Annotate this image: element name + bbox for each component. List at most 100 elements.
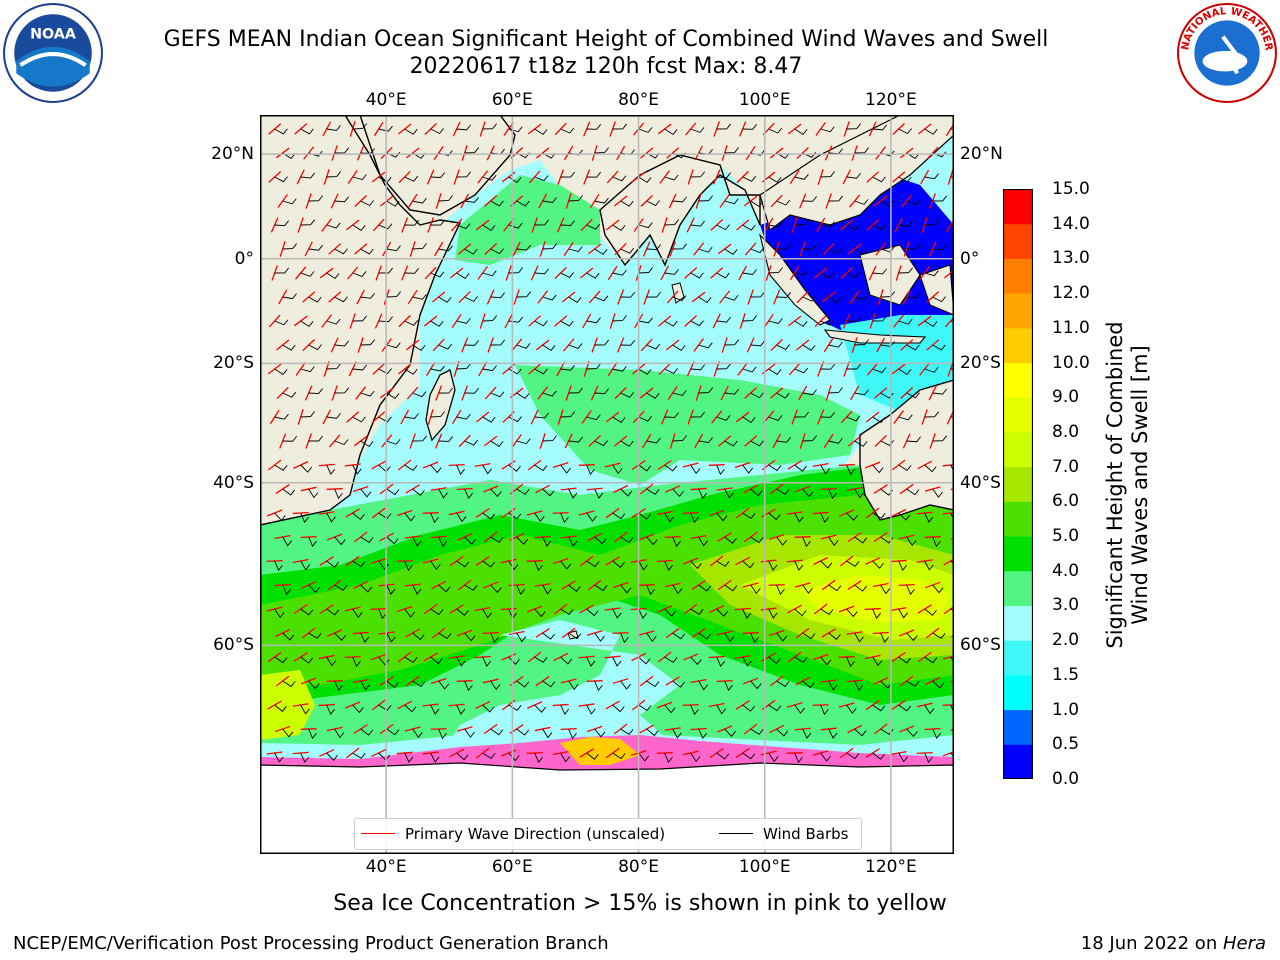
wind-barb — [638, 608, 648, 619]
wave-arrow — [851, 337, 858, 353]
arabian-sea-waves — [455, 175, 600, 265]
wind-barb — [352, 315, 368, 322]
wind-barb — [386, 584, 396, 595]
wind-barb — [482, 416, 496, 423]
wind-barb — [456, 171, 472, 178]
wind-barb — [274, 704, 287, 712]
wave-arrow — [736, 170, 749, 184]
wind-barb — [404, 368, 418, 375]
colorbar-segment — [1003, 744, 1033, 779]
wave-arrow — [690, 727, 707, 731]
wind-barb — [924, 464, 937, 473]
wind-barb — [508, 704, 522, 711]
wave-arrow — [407, 289, 418, 305]
wind-barb — [750, 728, 764, 735]
wave-arrow — [590, 385, 599, 401]
wave-arrow — [326, 533, 343, 541]
wind-barb — [568, 632, 582, 640]
wind-barb — [482, 560, 496, 568]
wind-barb — [386, 392, 400, 400]
wind-barb — [794, 608, 807, 617]
wind-barb — [404, 656, 418, 664]
wind-barb — [560, 220, 576, 226]
wind-barb — [872, 560, 884, 569]
wind-barb — [482, 224, 496, 232]
wind-barb — [386, 342, 401, 349]
wave-arrow — [486, 145, 495, 161]
wind-barb — [690, 560, 702, 570]
wind-barb — [638, 560, 648, 571]
wind-barb — [898, 318, 913, 325]
wave-arrow — [613, 723, 628, 735]
wind-barb — [716, 172, 731, 179]
wind-barb — [768, 656, 781, 665]
wave-arrow — [269, 409, 280, 425]
wave-arrow — [717, 243, 732, 255]
wave-arrow — [604, 655, 621, 659]
wave-arrow — [511, 434, 522, 448]
wind-barb — [516, 291, 532, 298]
wave-arrow — [279, 241, 286, 257]
wind-barb — [482, 704, 495, 713]
wind-barb — [776, 292, 792, 298]
wind-barb — [880, 584, 891, 595]
wind-barb — [750, 440, 764, 447]
wave-arrow — [511, 338, 523, 352]
colorbar-tick: 9.0 — [1052, 387, 1080, 408]
wave-arrow — [405, 339, 420, 351]
wind-barb — [482, 174, 497, 181]
wind-barb — [360, 440, 374, 448]
wind-barb — [334, 632, 346, 641]
wave-arrow — [642, 241, 651, 257]
wind-barb — [612, 123, 628, 130]
wave-arrow — [267, 509, 283, 517]
wave-arrow — [605, 747, 620, 759]
colorbar-tick: 0.0 — [1052, 769, 1080, 789]
wind-barb — [646, 680, 660, 688]
wind-barb — [646, 728, 659, 737]
wind-barb — [300, 656, 313, 664]
wind-barb — [274, 512, 286, 522]
wind-barb — [456, 464, 465, 476]
bottom-lon-label: 120°E — [865, 857, 917, 877]
wind-barb — [620, 728, 634, 736]
wave-arrow — [456, 629, 473, 637]
wave-arrow — [475, 508, 490, 518]
wave-arrow — [349, 121, 356, 137]
wind-barb — [872, 512, 886, 519]
colorbar-tick: 1.0 — [1052, 699, 1080, 720]
wave-arrow — [397, 459, 412, 471]
wind-barb — [534, 512, 545, 522]
wind-barb — [742, 416, 756, 424]
wave-arrow — [508, 583, 525, 587]
wave-arrow — [319, 603, 334, 615]
wind-barb — [854, 488, 865, 499]
wave-arrow — [431, 291, 446, 303]
wave-arrow — [274, 534, 291, 540]
wave-arrow — [742, 582, 759, 588]
wave-arrow — [639, 724, 654, 734]
wave-arrow — [683, 653, 699, 661]
wave-arrow — [917, 651, 932, 663]
wind-barb — [724, 294, 739, 301]
wave-arrow — [846, 486, 863, 492]
wave-arrow — [656, 752, 673, 754]
wind-barb — [274, 413, 289, 420]
wave-arrow — [587, 579, 602, 591]
wave-arrow — [586, 680, 603, 682]
wind-barb — [768, 415, 783, 422]
left-lat-label: 0° — [234, 248, 254, 269]
wave-arrow — [657, 605, 673, 613]
wind-barb — [378, 125, 393, 132]
wind-barb — [698, 728, 708, 740]
wind-barb — [742, 224, 756, 231]
wave-arrow — [788, 362, 801, 376]
wind-barb — [828, 632, 841, 640]
wind-barb — [646, 392, 660, 399]
wind-barb — [412, 391, 427, 398]
wind-barb — [430, 219, 446, 226]
wind-barb — [308, 680, 320, 690]
wave-arrow — [482, 678, 499, 684]
wave-arrow — [893, 314, 905, 328]
wave-arrow — [691, 291, 706, 303]
